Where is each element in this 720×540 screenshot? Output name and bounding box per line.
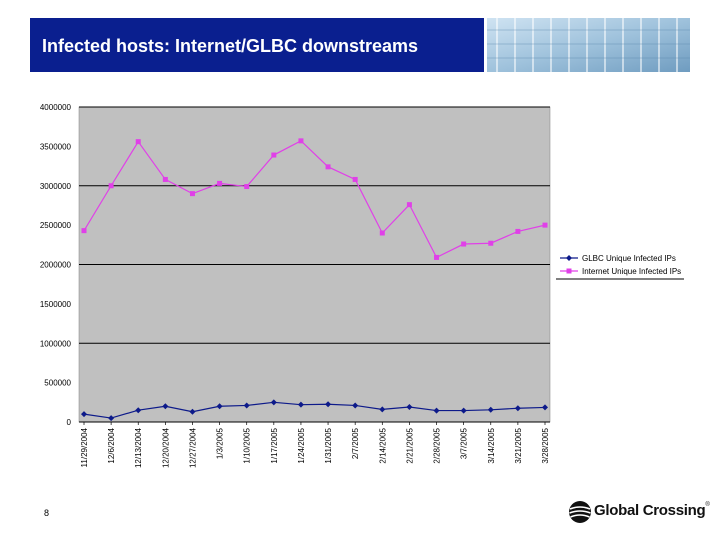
y-tick-label: 2000000 bbox=[40, 261, 72, 270]
registered-mark: ® bbox=[705, 502, 710, 508]
slide-title: Infected hosts: Internet/GLBC downstream… bbox=[42, 36, 419, 56]
internet-data-point bbox=[406, 202, 412, 208]
global-crossing-logo: Global Crossing® bbox=[568, 500, 710, 524]
internet-data-point bbox=[108, 183, 114, 189]
x-tick-label: 3/28/2005 bbox=[541, 427, 550, 463]
globe-logo-icon bbox=[569, 501, 591, 523]
x-tick-label: 1/31/2005 bbox=[324, 427, 333, 463]
x-tick-label: 1/3/2005 bbox=[216, 427, 225, 459]
glbc-data-point bbox=[270, 399, 277, 406]
glbc-data-point bbox=[406, 404, 413, 411]
x-tick-label: 12/6/2004 bbox=[107, 427, 116, 463]
y-tick-label: 4000000 bbox=[40, 103, 72, 112]
glbc-data-point bbox=[81, 411, 87, 418]
logo-wordmark: Global Crossing bbox=[594, 502, 706, 519]
internet-data-point bbox=[189, 191, 195, 197]
internet-data-point bbox=[542, 222, 548, 228]
glbc-data-point bbox=[433, 407, 440, 414]
y-tick-label: 2500000 bbox=[40, 221, 72, 230]
internet-data-point bbox=[461, 241, 467, 247]
glbc-data-point bbox=[189, 408, 196, 415]
x-tick-label: 12/20/2004 bbox=[161, 427, 170, 468]
title-bar: Infected hosts: Internet/GLBC downstream… bbox=[30, 18, 484, 72]
y-tick-label: 3000000 bbox=[40, 182, 72, 191]
header-photo bbox=[487, 18, 690, 72]
internet-data-point bbox=[162, 176, 168, 182]
legend-marker bbox=[566, 268, 572, 274]
glbc-data-point bbox=[297, 401, 304, 408]
internet-data-point bbox=[298, 138, 304, 144]
x-tick-label: 1/24/2005 bbox=[297, 427, 306, 463]
internet-data-point bbox=[434, 254, 440, 260]
glbc-data-point bbox=[325, 401, 332, 408]
legend-label: GLBC Unique Infected IPs bbox=[582, 254, 676, 263]
internet-data-point bbox=[488, 240, 494, 246]
y-tick-label: 3500000 bbox=[40, 142, 72, 151]
x-tick-label: 3/7/2005 bbox=[460, 427, 469, 459]
glbc-data-point bbox=[135, 407, 142, 414]
infected-hosts-chart: 0 500000 1000000 1500000 2000000 2500000 30000… bbox=[40, 103, 684, 468]
glbc-data-point bbox=[460, 407, 467, 414]
x-tick-label: 3/14/2005 bbox=[487, 427, 496, 463]
internet-data-point bbox=[379, 230, 385, 236]
page-number: 8 bbox=[44, 508, 50, 518]
glbc-series-line bbox=[83, 401, 546, 419]
x-tick-label: 12/27/2004 bbox=[188, 427, 197, 468]
y-tick-label: 1500000 bbox=[40, 300, 72, 309]
x-tick-label: 2/7/2005 bbox=[351, 427, 360, 459]
y-tick-label: 0 bbox=[67, 418, 72, 427]
glbc-data-point bbox=[162, 403, 169, 410]
glbc-data-point bbox=[487, 406, 494, 413]
x-tick-label: 1/10/2005 bbox=[243, 427, 252, 463]
y-tick-label: 500000 bbox=[44, 379, 71, 388]
y-tick-label: 1000000 bbox=[40, 339, 72, 348]
x-tick-label: 11/29/2004 bbox=[80, 427, 89, 467]
x-tick-label: 2/28/2005 bbox=[433, 427, 442, 463]
internet-data-point bbox=[352, 176, 358, 182]
legend-marker bbox=[566, 255, 572, 261]
internet-data-point bbox=[81, 228, 87, 234]
legend-label: Internet Unique Infected IPs bbox=[582, 267, 681, 276]
x-tick-label: 2/21/2005 bbox=[405, 427, 414, 463]
internet-series-line bbox=[83, 140, 546, 259]
glbc-data-point bbox=[379, 406, 386, 413]
internet-data-point bbox=[515, 228, 521, 234]
glbc-data-point bbox=[514, 405, 521, 412]
glbc-data-point bbox=[542, 404, 548, 411]
x-tick-label: 12/13/2004 bbox=[134, 427, 143, 468]
x-tick-label: 3/21/2005 bbox=[514, 427, 523, 463]
internet-data-point bbox=[325, 164, 331, 170]
x-tick-label: 1/17/2005 bbox=[270, 427, 279, 463]
glbc-data-point bbox=[108, 415, 115, 422]
building-photo-image bbox=[487, 18, 690, 72]
internet-data-point bbox=[271, 152, 277, 158]
glbc-data-point bbox=[243, 402, 250, 409]
internet-data-point bbox=[135, 139, 141, 145]
glbc-data-point bbox=[352, 402, 359, 409]
internet-data-point bbox=[244, 184, 250, 190]
x-tick-label: 2/14/2005 bbox=[378, 427, 387, 463]
internet-data-point bbox=[217, 180, 223, 186]
glbc-data-point bbox=[216, 403, 223, 410]
